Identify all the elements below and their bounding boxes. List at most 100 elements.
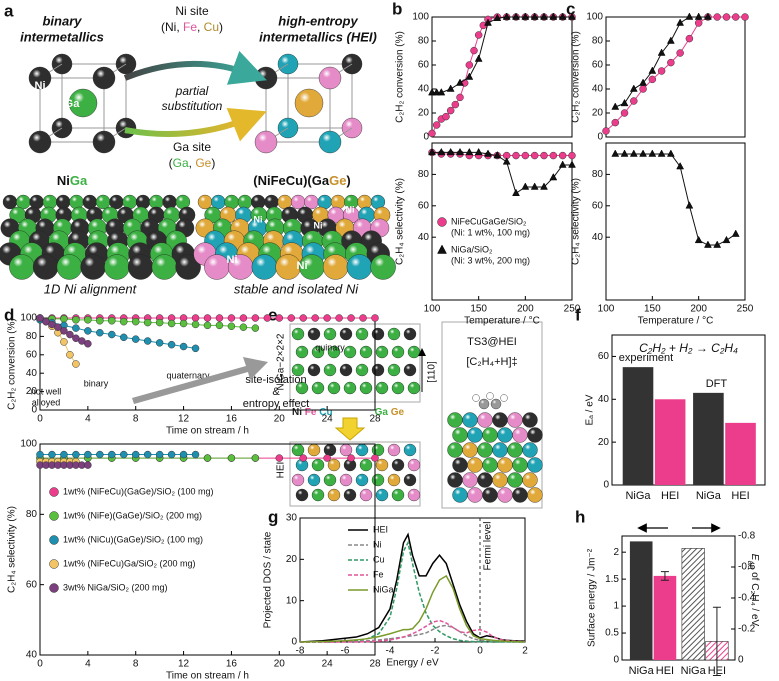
atom: [497, 457, 513, 473]
data-point: [540, 151, 548, 160]
atom: [330, 194, 346, 210]
data-point: [108, 317, 116, 325]
text: Ge: [195, 156, 211, 170]
data-point: [630, 97, 638, 105]
atom: [291, 327, 305, 341]
data-point: [120, 333, 128, 342]
y-tick-label: 100: [412, 12, 429, 23]
y-tick-label: 1: [613, 601, 619, 612]
atom: [522, 472, 538, 488]
atom: [507, 412, 523, 428]
data-point: [251, 314, 260, 322]
data-point: [179, 319, 188, 328]
data-point: [335, 314, 343, 322]
data-point: [530, 12, 539, 20]
legend-label: Cu: [373, 554, 385, 564]
atom: [375, 345, 389, 359]
y-tick-label: 60: [592, 200, 604, 211]
y-tick-label: 40: [418, 84, 430, 95]
atom: [307, 327, 321, 341]
data-point: [131, 450, 140, 459]
data-point: [446, 147, 455, 156]
panel-label: e: [268, 305, 277, 324]
data-point: [437, 88, 446, 96]
data-point: [639, 78, 647, 86]
atom: [359, 345, 373, 359]
label: Ga site: [173, 140, 211, 154]
atom: [452, 487, 468, 503]
data-point: [275, 454, 284, 462]
legend-label: 1wt% (NiFe)(GaGe)/SiO₂ (200 mg): [63, 510, 202, 520]
atom: [371, 473, 385, 487]
data-point: [558, 12, 567, 20]
atom: [512, 457, 528, 473]
data-point: [521, 182, 530, 190]
data-point: [84, 461, 92, 469]
x-tick-label: NiGa: [696, 490, 722, 502]
data-point: [287, 314, 295, 322]
y-tick-label: 60: [26, 349, 38, 360]
data-point: [428, 129, 436, 138]
plot-frame: [39, 443, 376, 656]
panel-label: d: [4, 305, 14, 324]
atom-label: Ni: [254, 214, 263, 224]
data-point: [549, 12, 558, 20]
atom: [291, 363, 305, 377]
x-tick-label: HEI: [661, 490, 679, 502]
data-point: [657, 48, 666, 56]
data-point: [203, 314, 212, 322]
x-tick-label: 12: [178, 414, 190, 425]
bar: [725, 422, 756, 485]
atom: [407, 381, 421, 395]
y2-tick-label: -0.6: [738, 562, 756, 573]
atom-label: Ni: [35, 80, 46, 92]
data-point: [179, 342, 188, 351]
y-tick-label: 40: [418, 232, 430, 243]
axis-title: Time on stream / h: [166, 671, 249, 681]
series-line: [299, 574, 526, 643]
atom: [355, 363, 369, 377]
data-point: [611, 102, 620, 110]
data-point: [713, 13, 721, 21]
bar: [629, 541, 653, 660]
y-tick-label: 10: [286, 595, 298, 606]
atom: [492, 412, 508, 428]
data-point: [203, 454, 212, 462]
series-line: [605, 16, 745, 132]
label: substitution: [162, 99, 223, 113]
caption: 1D Ni alignment: [44, 281, 138, 296]
data-point: [512, 12, 520, 20]
data-point: [648, 149, 657, 157]
y-tick-label: 60: [592, 60, 604, 71]
atom: [462, 412, 478, 428]
axis-title: C₂H₄ selectivity (%): [571, 178, 582, 265]
x-tick-label: 20: [274, 414, 286, 425]
atom: [478, 398, 490, 410]
data-point: [731, 13, 740, 21]
label: partial: [175, 84, 209, 98]
panel-label: a: [4, 1, 14, 20]
y-tick-label: 80: [592, 169, 604, 180]
atom: [512, 427, 528, 443]
label: NiGa: [57, 173, 88, 188]
data-point: [456, 147, 464, 156]
annotation: quinary: [315, 342, 345, 352]
data-point: [611, 118, 620, 127]
data-point: [155, 450, 164, 459]
text: Cu: [204, 20, 219, 34]
atom: [339, 327, 353, 341]
data-point: [704, 240, 712, 248]
data-point: [239, 323, 248, 331]
y-tick-label: 20: [26, 386, 38, 397]
data-point: [470, 46, 478, 55]
y-tick-label: 100: [20, 313, 37, 324]
annotation: alloyed: [32, 397, 61, 407]
atom: [522, 412, 538, 428]
data-point: [359, 314, 367, 322]
atom: [307, 363, 321, 377]
y-tick-label: 40: [592, 84, 604, 95]
data-point: [657, 149, 666, 157]
data-point: [465, 72, 474, 80]
y-tick-label: 100: [20, 439, 37, 450]
data-point: [568, 151, 576, 160]
